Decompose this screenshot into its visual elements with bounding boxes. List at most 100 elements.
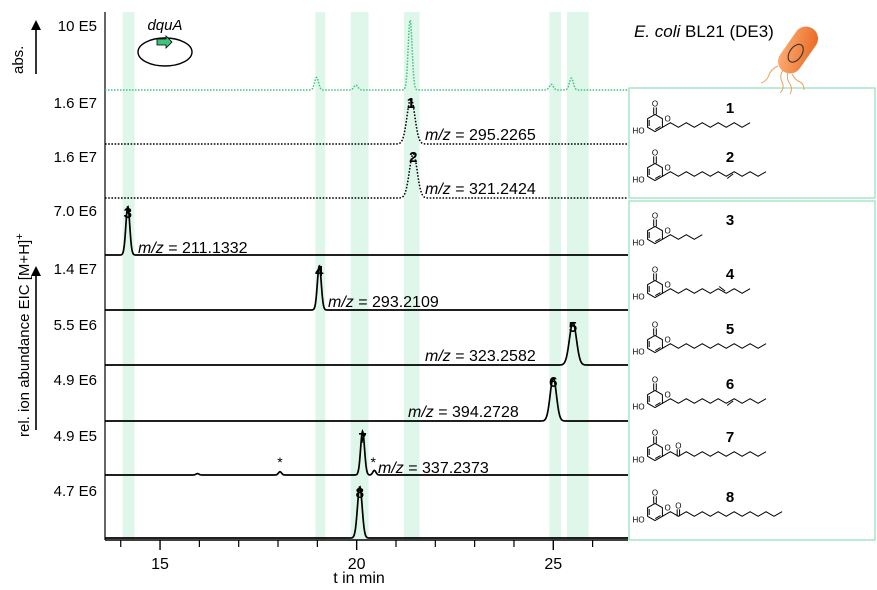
x-tick-label: 20 xyxy=(348,556,366,573)
gene-label: dquA xyxy=(147,17,182,34)
trace-line-2 xyxy=(105,153,628,199)
carbonyl-o-label: O xyxy=(652,99,658,108)
y-axis-label-group: rel. ion abundance EIC [M+H]+ xyxy=(14,233,33,437)
trace-line-7 xyxy=(105,428,628,476)
mz-italic: m/z xyxy=(138,240,164,257)
mz-value: = 321.2424 xyxy=(451,181,536,198)
structure-4: OO HO 4 xyxy=(633,265,751,301)
ring-o-label: O xyxy=(664,391,670,400)
ho-label: HO xyxy=(633,175,645,184)
peak-number-7: 7 xyxy=(358,430,366,447)
plasmid-icon xyxy=(137,35,193,67)
abs-label-group: abs. xyxy=(10,46,27,74)
scale-label-1: 1.6 E7 xyxy=(54,95,97,112)
mz-label-1: m/z = 295.2265 xyxy=(425,127,536,144)
asterisk-marker: * xyxy=(277,454,283,470)
host-label-rest: BL21 (DE3) xyxy=(680,22,774,41)
mz-value: = 323.2582 xyxy=(451,348,536,365)
ho-label: HO xyxy=(633,515,645,524)
compound-number-1: 1 xyxy=(726,100,734,117)
mz-label-7: m/z = 337.2373 xyxy=(378,460,489,477)
compound-number-5: 5 xyxy=(726,321,734,338)
ho-label: HO xyxy=(633,455,645,464)
structure-6: OO HO 6 xyxy=(633,375,767,411)
peak-number-4: 4 xyxy=(315,263,324,280)
carbonyl-o-label: O xyxy=(652,375,658,384)
mz-label-4: m/z = 293.2109 xyxy=(328,294,439,311)
ring-o-label: O xyxy=(664,444,670,453)
compound-number-8: 8 xyxy=(726,489,734,506)
scale-label-2: 1.6 E7 xyxy=(54,149,97,166)
ho-label: HO xyxy=(633,126,645,135)
mz-label-2: m/z = 321.2424 xyxy=(425,181,536,198)
x-tick-label: 15 xyxy=(151,556,169,573)
keto-o-label: O xyxy=(675,501,681,510)
mz-label-5: m/z = 323.2582 xyxy=(425,348,536,365)
bacterium-icon xyxy=(760,26,819,95)
mz-value: = 337.2373 xyxy=(404,460,489,477)
structure-3: OO HO 3 xyxy=(633,211,735,247)
trace-line-4 xyxy=(105,264,628,311)
compound-number-4: 4 xyxy=(726,266,735,283)
peak-number-8: 8 xyxy=(356,485,364,502)
y-axis-label-superscript: + xyxy=(14,233,26,239)
highlight-band-4 xyxy=(403,12,420,540)
y-axis-label-text: rel. ion abundance EIC [M+H] xyxy=(16,240,33,437)
mz-italic: m/z xyxy=(408,404,434,421)
carbonyl-o-label: O xyxy=(652,265,658,274)
ring-o-label: O xyxy=(664,504,670,513)
scale-label-5: 5.5 E6 xyxy=(54,317,97,334)
highlight-band-5 xyxy=(549,12,562,540)
structure-2: OO HO 2 xyxy=(633,148,767,184)
y-axis-label: rel. ion abundance EIC [M+H]+ xyxy=(14,233,33,437)
mz-italic: m/z xyxy=(425,127,451,144)
abs-scale-label: 10 E5 xyxy=(58,18,97,35)
peak-number-5: 5 xyxy=(569,319,577,336)
structure-1: OO HO 1 xyxy=(633,99,751,135)
structure-5: OO HO 5 xyxy=(633,320,767,356)
ring-o-label: O xyxy=(664,115,670,124)
label-group: 10 E5 1.6 E7 1 m/z = 295.2265 1.6 E7 2 m/z = 3… xyxy=(54,18,577,502)
mz-label-3: m/z = 211.1332 xyxy=(138,240,248,257)
asterisk-marker: * xyxy=(370,454,376,470)
compound-number-3: 3 xyxy=(726,212,734,229)
mz-label-6: m/z = 394.2728 xyxy=(408,404,519,421)
peak-number-1: 1 xyxy=(407,95,415,112)
mz-italic: m/z xyxy=(425,181,451,198)
carbonyl-o-label: O xyxy=(652,428,658,437)
ho-label: HO xyxy=(633,347,645,356)
trace-line-5 xyxy=(105,321,628,366)
carbonyl-o-label: O xyxy=(652,211,658,220)
mz-value: = 295.2265 xyxy=(451,127,536,144)
trace-line-8 xyxy=(105,485,628,539)
scale-label-6: 4.9 E6 xyxy=(54,372,97,389)
scale-label-8: 4.7 E6 xyxy=(54,483,97,500)
ho-label: HO xyxy=(633,238,645,247)
highlight-band-6 xyxy=(567,12,589,540)
ring-o-label: O xyxy=(664,227,670,236)
peak-number-3: 3 xyxy=(124,205,132,222)
ring-o-label: O xyxy=(664,336,670,345)
ring-o-label: O xyxy=(664,164,670,173)
mz-italic: m/z xyxy=(378,460,404,477)
trace-line-3 xyxy=(105,205,628,256)
compound-number-2: 2 xyxy=(726,149,734,166)
compound-number-7: 7 xyxy=(726,429,734,446)
keto-o-label: O xyxy=(675,441,681,450)
x-tick-label: 25 xyxy=(544,556,562,573)
structure-panel-2 xyxy=(628,200,876,541)
trace-group xyxy=(105,17,628,539)
highlight-bands xyxy=(122,12,589,540)
carbonyl-o-label: O xyxy=(652,488,658,497)
host-label-italic: E. coli xyxy=(634,22,682,41)
eic-arrow-head xyxy=(31,266,41,276)
mz-italic: m/z xyxy=(425,348,451,365)
mz-value: = 211.1332 xyxy=(164,240,248,257)
carbonyl-o-label: O xyxy=(652,148,658,157)
scale-label-3: 7.0 E6 xyxy=(54,203,97,220)
ho-label: HO xyxy=(633,292,645,301)
